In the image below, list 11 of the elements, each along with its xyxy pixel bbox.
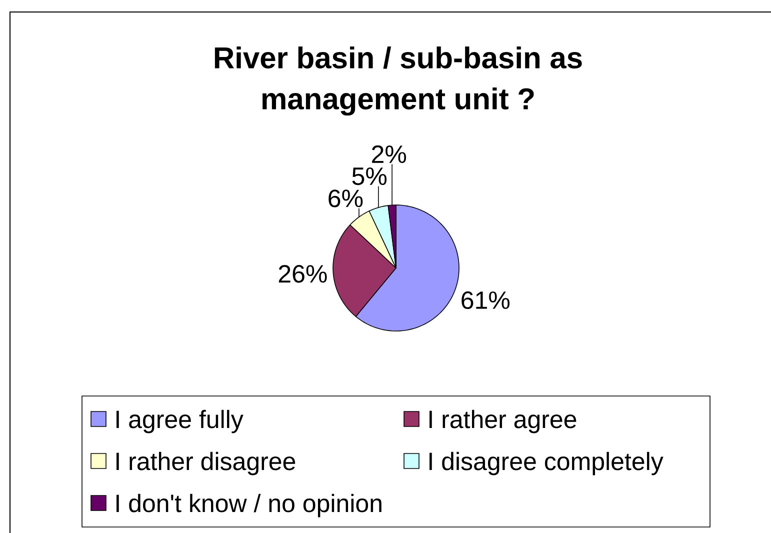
- data-label: 2%: [372, 145, 406, 164]
- chart-title: River basin / sub-basin as management unit ?: [214, 46, 582, 116]
- legend-label: I rather disagree: [116, 452, 296, 476]
- data-label: 6%: [328, 190, 363, 208]
- legend-label: I don't know / no opinion: [116, 494, 382, 518]
- data-label: 5%: [352, 168, 387, 186]
- legend-label: I agree fully: [116, 410, 244, 434]
- legend-label: I rather agree: [430, 410, 576, 434]
- legend-label: I disagree completely: [430, 452, 664, 476]
- data-label: 26%: [278, 265, 327, 283]
- data-label: 61%: [462, 291, 510, 310]
